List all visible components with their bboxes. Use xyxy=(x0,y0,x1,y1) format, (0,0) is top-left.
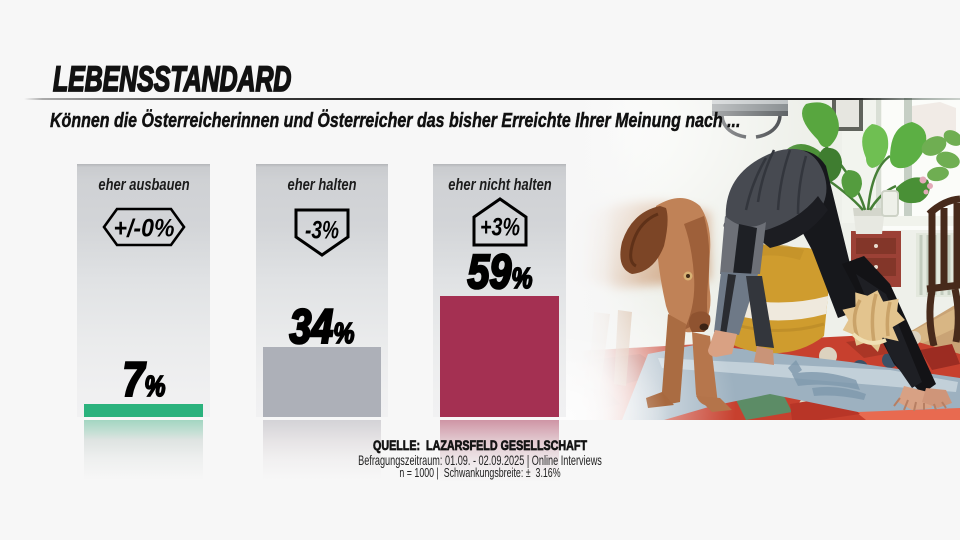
svg-text:+3%: +3% xyxy=(480,214,520,242)
svg-text:+/-0%: +/-0% xyxy=(113,215,174,243)
svg-text:-3%: -3% xyxy=(305,217,339,245)
